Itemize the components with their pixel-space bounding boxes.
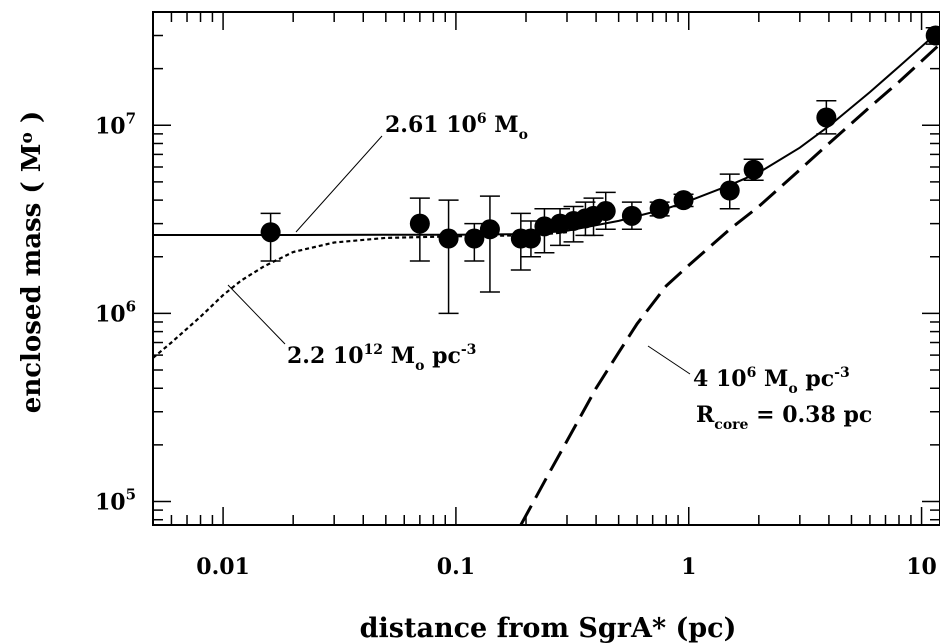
x-tick-label: 1: [681, 554, 696, 580]
data-points: [260, 25, 940, 315]
data-point: [816, 107, 837, 128]
data-point: [260, 222, 281, 243]
leader-line-cluster: [647, 345, 691, 375]
x-tick-labels: 0.01 0.1 1 10: [196, 554, 937, 580]
data-point: [621, 205, 642, 226]
data-point: [479, 219, 500, 240]
model-curves: [153, 29, 940, 525]
data-point: [534, 216, 555, 237]
data-point: [520, 228, 541, 249]
y-tick-label: 106: [95, 297, 136, 327]
data-point: [649, 198, 670, 219]
data-point: [719, 180, 740, 201]
data-point: [673, 190, 694, 211]
y-tick-labels: 105 106 107: [95, 109, 136, 515]
annotation-bh-mass: 2.61 106 Mo: [385, 111, 528, 143]
data-point: [925, 25, 940, 46]
x-tick-label: 0.1: [437, 554, 475, 580]
y-axis-title: enclosed mass ( Mo ): [17, 111, 47, 413]
model-curve-dashed: [519, 42, 940, 525]
annotation-cluster-density: 4 106 Mo pc-3: [693, 365, 850, 397]
data-point: [743, 159, 764, 180]
minor-ticks: [152, 11, 940, 525]
model-curve-solid: [153, 29, 940, 236]
y-tick-label: 105: [95, 485, 136, 515]
model-curve-dotted: [153, 231, 568, 359]
y-tick-label: 107: [95, 109, 136, 139]
data-point: [438, 228, 459, 249]
x-tick-label: 0.01: [196, 554, 250, 580]
data-point: [409, 213, 430, 234]
x-axis-title: distance from SgrA* (pc): [360, 613, 737, 643]
leader-line-bh: [295, 135, 383, 233]
leader-line-cusp: [227, 284, 286, 345]
annotation-cusp-density: 2.2 1012 Mo pc-3: [287, 342, 476, 374]
data-point: [595, 201, 616, 222]
plot-frame: [152, 11, 940, 526]
x-tick-label: 10: [906, 554, 937, 580]
annotation-core-radius: Rcore = 0.38 pc: [696, 402, 872, 433]
data-point: [464, 228, 485, 249]
